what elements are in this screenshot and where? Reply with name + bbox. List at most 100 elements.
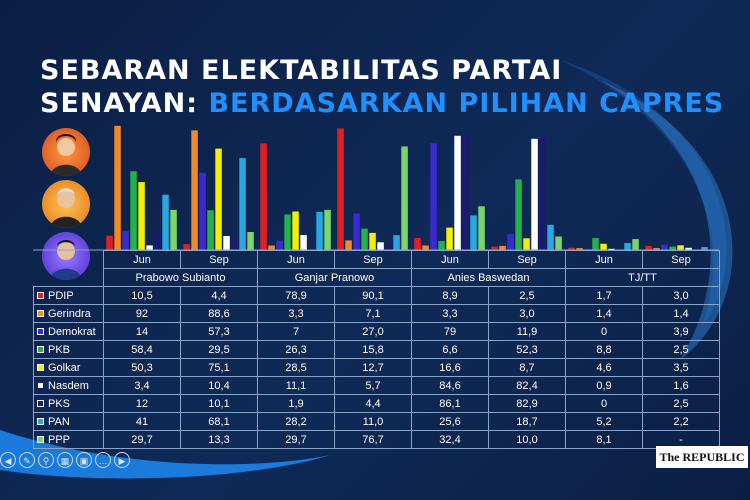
table-row-golkar: Golkar 50,3 75,1 28,5 12,7 16,6 8,7 4,6 3,5 xyxy=(33,358,720,377)
bar-pdip-col1 xyxy=(183,244,190,250)
legend-swatch xyxy=(37,310,44,318)
data-label: 88,6 xyxy=(180,304,258,323)
data-label: 75,1 xyxy=(180,358,258,377)
data-label: 29,7 xyxy=(103,430,181,449)
data-label: 2,5 xyxy=(642,340,720,359)
bar-demokrat-col7 xyxy=(661,244,668,250)
bar-golkar-col5 xyxy=(523,238,530,250)
bar-pdip-col3 xyxy=(337,128,344,250)
bar-gerindra-col3 xyxy=(345,240,352,250)
previous-icon[interactable]: ◀ xyxy=(0,452,16,468)
data-label: 14 xyxy=(103,322,181,341)
data-label: 11,0 xyxy=(334,412,412,431)
data-label: 32,4 xyxy=(411,430,489,449)
captions-icon[interactable]: ▦ xyxy=(57,452,73,468)
bar-pkb-col5 xyxy=(515,179,522,250)
bar-pdip-col0 xyxy=(106,235,113,250)
bar-gerindra-col1 xyxy=(191,130,198,250)
data-table: Jun Sep Jun Sep Jun Sep Jun Sep Prabowo Subianto… xyxy=(33,250,720,449)
bar-demokrat-col4 xyxy=(430,143,437,250)
legend-label: PKS xyxy=(48,397,71,410)
data-label: 8,9 xyxy=(411,286,489,305)
bar-golkar-col4 xyxy=(446,227,453,250)
period-header-row: Jun Sep Jun Sep Jun Sep Jun Sep xyxy=(34,250,720,269)
period-label: Jun xyxy=(565,250,643,269)
bar-pks-col4 xyxy=(462,133,469,250)
data-label: 11,9 xyxy=(488,322,566,341)
bar-golkar-col7 xyxy=(677,245,684,250)
data-label: 13,3 xyxy=(180,430,258,449)
period-label: Jun xyxy=(411,250,489,269)
bar-ppp-col0 xyxy=(170,209,177,250)
candidate-label: Prabowo Subianto xyxy=(103,268,258,287)
bar-pdip-col6 xyxy=(568,247,575,250)
zoom-icon[interactable]: ⚲ xyxy=(38,452,54,468)
bar-ppp-col3 xyxy=(401,146,408,250)
data-label: 0 xyxy=(565,322,643,341)
bar-pkb-col4 xyxy=(438,241,445,250)
data-label: 2,2 xyxy=(642,412,720,431)
title-line-1: SEBARAN ELEKTABILITAS PARTAI xyxy=(40,55,563,86)
title-line-2: SENAYAN: BERDASARKAN PILIHAN CAPRES xyxy=(40,88,724,119)
bar-nasdem-col3 xyxy=(377,242,384,250)
bar-pkb-col2 xyxy=(284,214,291,250)
legend-label: Nasdem xyxy=(48,379,89,392)
bar-gerindra-col6 xyxy=(576,248,583,250)
candidate-header-row: Prabowo Subianto Ganjar Pranowo Anies Basw… xyxy=(34,268,720,287)
data-label: 92 xyxy=(103,304,181,323)
slideshow-toolbar: ◀ ✎ ⚲ ▦ ▣ … ▶ xyxy=(0,450,130,470)
bar-ppp-col4 xyxy=(478,206,485,250)
legend-swatch xyxy=(37,364,44,372)
data-label: 41 xyxy=(103,412,181,431)
candidate-label: TJ/TT xyxy=(565,268,720,287)
bar-gerindra-col5 xyxy=(499,245,506,250)
corner-cell xyxy=(34,269,104,287)
data-label: 3,0 xyxy=(488,304,566,323)
period-label: Jun xyxy=(103,250,181,269)
data-label: 28,5 xyxy=(257,358,335,377)
data-label: 78,9 xyxy=(257,286,335,305)
title-line-2-white: SENAYAN: xyxy=(40,88,199,119)
data-label: 27,0 xyxy=(334,322,412,341)
data-label: 1,4 xyxy=(642,304,720,323)
period-label: Jun xyxy=(257,250,335,269)
candidate-photo-prabowo xyxy=(42,128,90,176)
legend-label: Gerindra xyxy=(48,307,91,320)
bar-ppp-col2 xyxy=(324,209,331,250)
data-label: 1,9 xyxy=(257,394,335,413)
period-label: Sep xyxy=(642,250,720,269)
data-label: 84,6 xyxy=(411,376,489,395)
legend-swatch xyxy=(37,292,44,300)
bar-pdip-col7 xyxy=(645,245,652,250)
data-label: 12,7 xyxy=(334,358,412,377)
legend-entry: PKB xyxy=(33,340,104,359)
table-row-ppp: PPP 29,7 13,3 29,7 76,7 32,4 10,0 8,1- xyxy=(33,430,720,449)
table-row-pkb: PKB 58,4 29,5 26,3 15,8 6,6 52,3 8,8 2,5 xyxy=(33,340,720,359)
pen-icon[interactable]: ✎ xyxy=(19,452,35,468)
bar-nasdem-col4 xyxy=(454,135,461,250)
data-label: 8,1 xyxy=(565,430,643,449)
data-label: 8,8 xyxy=(565,340,643,359)
table-row-pks: PKS 12 10,1 1,9 4,4 86,1 82,9 0 2,5 xyxy=(33,394,720,413)
bar-golkar-col1 xyxy=(215,148,222,250)
data-label: 5,7 xyxy=(334,376,412,395)
data-label: 15,8 xyxy=(334,340,412,359)
candidate-photo-ganjar xyxy=(42,180,90,228)
next-icon[interactable]: ▶ xyxy=(114,452,130,468)
bar-pan-col2 xyxy=(316,211,323,250)
more-icon[interactable]: … xyxy=(95,452,111,468)
data-label: 10,5 xyxy=(103,286,181,305)
bar-golkar-col0 xyxy=(138,182,145,250)
bar-pdip-col4 xyxy=(414,238,421,250)
screen-icon[interactable]: ▣ xyxy=(76,452,92,468)
bar-demokrat-col1 xyxy=(199,172,206,250)
bar-gerindra-col2 xyxy=(268,245,275,250)
data-label: 68,1 xyxy=(180,412,258,431)
bar-pks-col3 xyxy=(385,244,392,250)
bar-pdip-col5 xyxy=(491,246,498,250)
data-label: 4,4 xyxy=(334,394,412,413)
data-label: 6,6 xyxy=(411,340,489,359)
bar-nasdem-col1 xyxy=(223,236,230,250)
data-label: 90,1 xyxy=(334,286,412,305)
bar-nasdem-col5 xyxy=(531,138,538,250)
